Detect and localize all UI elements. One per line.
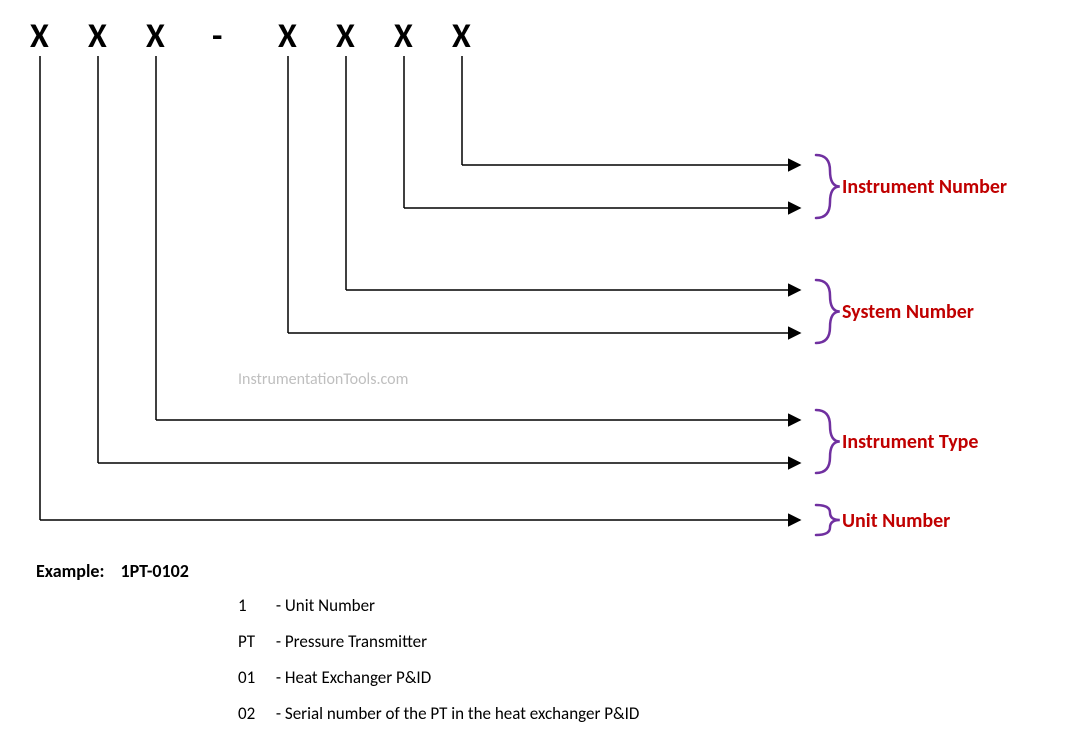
example-line-2: 01 - Heat Exchanger P&ID: [238, 667, 431, 688]
label-unit-number: Unit Number: [842, 509, 950, 533]
diagram-lines: [0, 0, 1072, 735]
example-header: Example: 1PT-0102: [36, 560, 189, 582]
example-code-0: 1: [238, 595, 272, 616]
example-code-3: 02: [238, 703, 272, 724]
label-instrument-type: Instrument Type: [842, 430, 978, 454]
example-line-3: 02 - Serial number of the PT in the heat…: [238, 703, 639, 724]
example-line-0: 1 - Unit Number: [238, 595, 375, 616]
example-code-2: 01: [238, 667, 272, 688]
example-desc-3: - Serial number of the PT in the heat ex…: [276, 703, 640, 724]
example-header-value: 1PT-0102: [120, 560, 188, 582]
label-instrument-number: Instrument Number: [842, 175, 1007, 199]
watermark-text: InstrumentationTools.com: [238, 370, 408, 389]
label-system-number: System Number: [842, 300, 974, 324]
example-line-1: PT - Pressure Transmitter: [238, 631, 427, 652]
example-header-label: Example:: [36, 560, 104, 582]
example-desc-1: - Pressure Transmitter: [276, 631, 427, 652]
example-desc-2: - Heat Exchanger P&ID: [276, 667, 431, 688]
example-desc-0: - Unit Number: [276, 595, 375, 616]
example-code-1: PT: [238, 631, 272, 652]
